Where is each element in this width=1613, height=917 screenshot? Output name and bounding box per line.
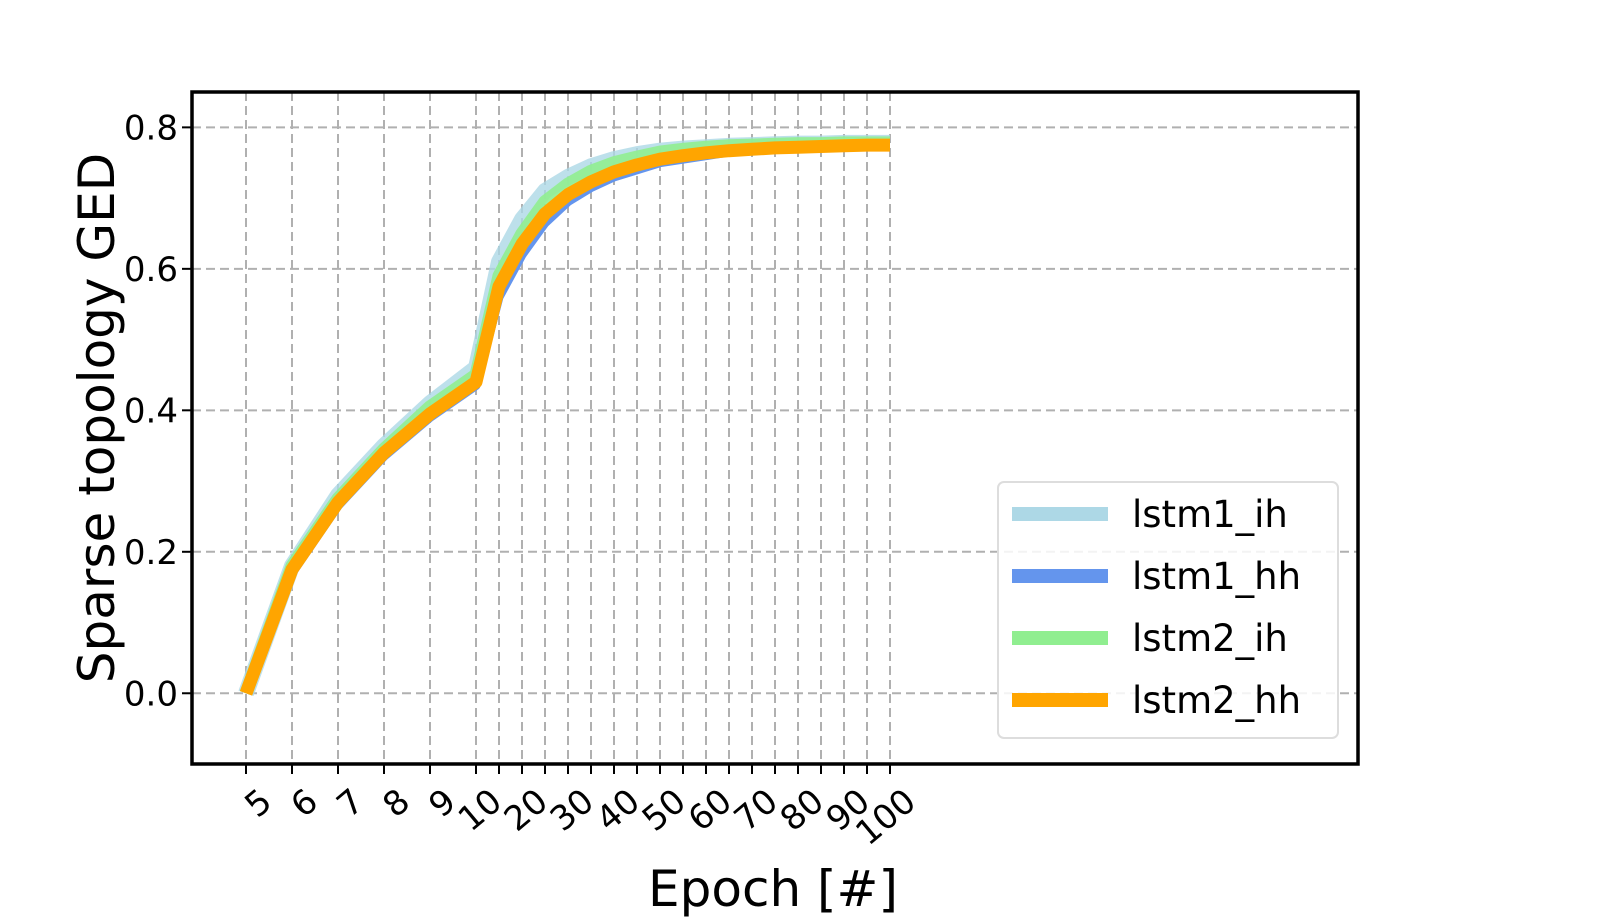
y-tick-label: 0.6: [124, 250, 178, 290]
legend-label-lstm1_hh: lstm1_hh: [1132, 555, 1301, 598]
y-axis-title: Sparse topology GED: [68, 153, 126, 683]
y-tick-label: 0.4: [124, 391, 178, 431]
y-tick-label: 0.0: [124, 674, 178, 714]
x-axis-title: Epoch [#]: [648, 860, 898, 917]
series-line-lstm2_hh: [239, 138, 890, 696]
series-layer: [238, 134, 890, 697]
y-tick-label: 0.2: [124, 533, 178, 573]
legend-label-lstm2_ih: lstm2_ih: [1132, 617, 1288, 660]
legend-label-lstm2_hh: lstm2_hh: [1132, 679, 1301, 722]
legend-box: [997, 481, 1339, 739]
legend-label-lstm1_ih: lstm1_ih: [1132, 493, 1288, 536]
y-tick-label: 0.8: [124, 108, 178, 148]
legend: lstm1_ih lstm1_hh lstm2_ih lstm2_hh: [997, 481, 1339, 739]
